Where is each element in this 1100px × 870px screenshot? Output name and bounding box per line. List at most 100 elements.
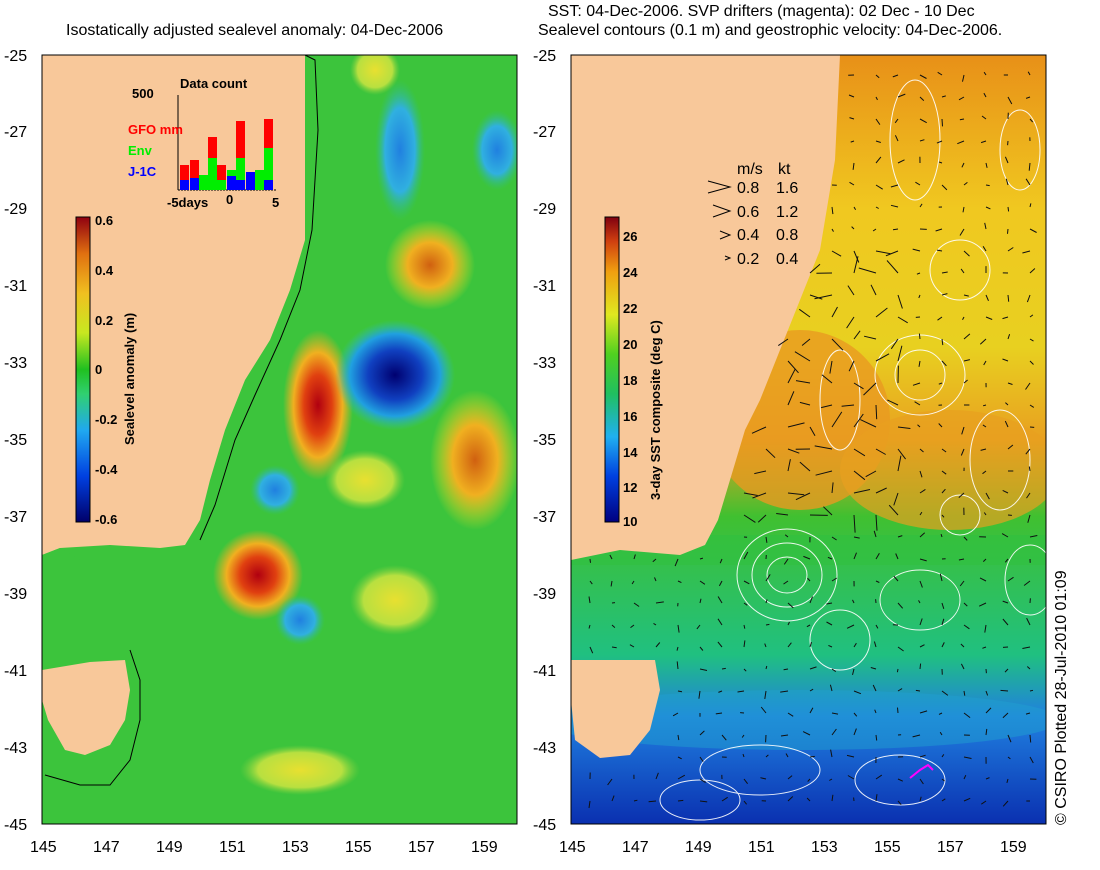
velocity-arrow	[892, 74, 899, 78]
velocity-arrow	[717, 596, 723, 604]
velocity-arrow	[699, 756, 704, 762]
velocity-arrow	[852, 668, 855, 676]
velocity-arrow	[853, 448, 866, 457]
velocity-arrow	[897, 707, 899, 714]
velocity-arrow	[654, 577, 657, 582]
velocity-arrow	[785, 753, 789, 758]
velocity-arrow	[784, 534, 789, 538]
right-y-tick: -33	[533, 355, 556, 372]
velocity-arrow	[1029, 338, 1034, 342]
velocity-arrow	[743, 668, 747, 672]
velocity-arrow	[809, 666, 817, 670]
velocity-arrow	[827, 556, 833, 560]
velocity-arrow	[981, 800, 987, 805]
right-x-tick: 155	[874, 839, 901, 856]
velocity-arrow	[1007, 444, 1014, 450]
velocity-arrow	[961, 426, 965, 435]
velocity-arrow	[1029, 360, 1034, 365]
velocity-arrow	[983, 512, 987, 516]
velocity-arrow	[1028, 162, 1031, 171]
velocity-arrow	[809, 263, 821, 274]
sla-yellow-3	[240, 745, 360, 795]
velocity-arrow	[743, 602, 748, 606]
sla-tick: 0.6	[95, 213, 113, 228]
bar	[236, 158, 245, 190]
velocity-arrow	[960, 448, 965, 456]
velocity-arrow	[985, 690, 989, 696]
velocity-arrow	[912, 248, 921, 252]
left-x-axis: 145 147 149 151 153 155 157 159	[30, 839, 498, 856]
velocity-arrow	[941, 470, 947, 475]
velocity-arrow	[1029, 689, 1034, 692]
velocity-arrow	[721, 734, 727, 741]
velocity-arrow	[718, 690, 723, 693]
velocity-arrow	[919, 203, 923, 208]
sla-colorbar-ticks: 0.6 0.4 0.2 0 -0.2 -0.4 -0.6	[95, 213, 118, 527]
velocity-arrow	[960, 643, 965, 648]
velocity-arrow	[979, 577, 987, 582]
velocity-arrow	[831, 668, 837, 673]
velocity-arrow	[875, 580, 880, 583]
velocity-arrow	[865, 470, 877, 478]
velocity-arrow	[897, 778, 904, 782]
velocity-arrow	[938, 423, 943, 428]
contour	[889, 79, 941, 201]
velocity-arrow	[809, 688, 814, 692]
velocity-arrow	[820, 404, 833, 409]
velocity-arrow	[875, 140, 881, 143]
velocity-arrow	[853, 250, 860, 263]
velocity-arrow	[751, 426, 767, 434]
right-y-tick: -31	[533, 278, 556, 295]
velocity-arrow	[941, 690, 949, 696]
velocity-arrow	[916, 272, 921, 275]
velocity-arrow	[895, 553, 899, 560]
legend-env: Env	[128, 143, 153, 158]
velocity-arrow	[941, 448, 947, 453]
velocity-arrow	[1029, 203, 1032, 208]
velocity-arrow	[1029, 535, 1038, 538]
velocity-arrow	[875, 774, 883, 780]
velocity-arrow	[743, 580, 750, 585]
velocity-arrow	[737, 690, 745, 693]
velocity-arrow	[1029, 268, 1036, 274]
velocity-arrow	[874, 709, 877, 714]
velocity-arrow	[743, 492, 758, 496]
velocity-arrow	[588, 596, 591, 604]
velocity-arrow	[828, 644, 833, 648]
velocity-arrow	[919, 618, 923, 626]
velocity-arrow	[718, 580, 723, 587]
velocity-arrow	[1025, 178, 1031, 186]
legend-kt: 0.4	[776, 251, 798, 268]
legend-gfo: GFO mm	[128, 122, 183, 137]
velocity-arrow	[985, 294, 989, 301]
data-count-xtick: 5	[272, 195, 279, 210]
velocity-arrow	[1029, 118, 1034, 123]
velocity-arrow	[809, 294, 823, 300]
sealevel-contours	[659, 79, 1046, 821]
velocity-arrow	[941, 642, 945, 648]
velocity-arrow	[919, 754, 926, 758]
velocity-arrow	[1007, 206, 1010, 212]
velocity-arrow	[957, 140, 965, 145]
velocity-arrow	[721, 796, 728, 802]
velocity-arrow	[1002, 316, 1009, 320]
velocity-arrow	[1007, 247, 1014, 252]
right-x-tick: 153	[811, 839, 838, 856]
velocity-arrow	[655, 642, 661, 648]
velocity-arrow	[760, 706, 767, 714]
right-y-tick: -39	[533, 586, 556, 603]
sst-colorbar-ticks: 26 24 22 20 18 16 14 12 10	[623, 229, 638, 529]
contour	[929, 239, 991, 301]
velocity-arrow	[941, 618, 945, 626]
velocity-arrow	[1007, 96, 1013, 105]
velocity-arrow	[894, 118, 899, 124]
left-x-tick: 151	[219, 839, 246, 856]
velocity-arrow	[1004, 156, 1009, 164]
sla-low-ne	[472, 110, 517, 190]
velocity-arrow	[875, 156, 882, 164]
velocity-arrow	[875, 734, 878, 741]
velocity-arrow	[674, 558, 679, 567]
right-y-tick: -43	[533, 740, 556, 757]
velocity-arrow	[897, 426, 911, 429]
velocity-arrow	[941, 293, 948, 296]
